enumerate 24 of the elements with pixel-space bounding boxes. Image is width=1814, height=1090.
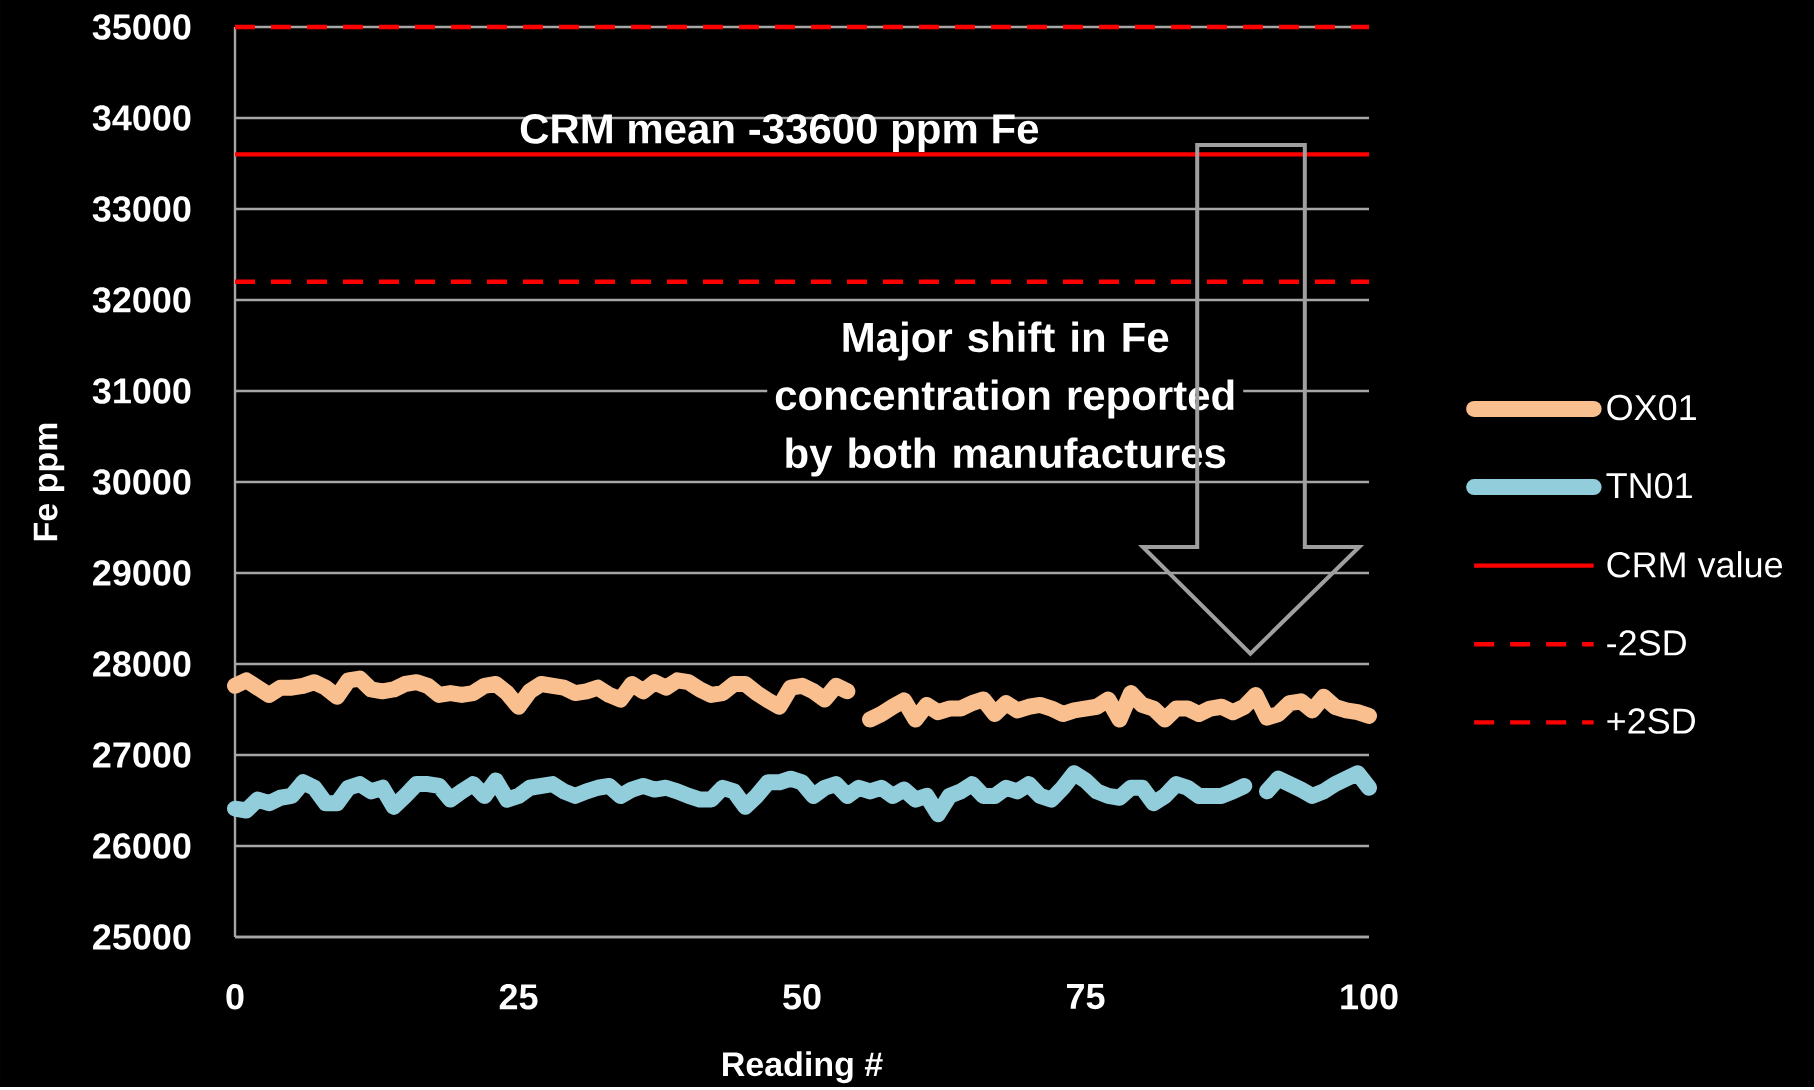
- x-tick-label: 50: [783, 984, 821, 1010]
- x-axis-title: Reading #: [723, 1051, 883, 1084]
- legend-label: +2SD: [1607, 708, 1695, 734]
- legend-label: CRM value: [1607, 551, 1783, 578]
- y-tick-label: 26000: [93, 833, 191, 859]
- legend-label: -2SD: [1607, 630, 1686, 656]
- annotation: CRM mean -33600 ppm Fe: [520, 114, 1039, 153]
- y-axis-title: Fe ppm: [33, 423, 65, 541]
- legend-label: TN01: [1606, 473, 1692, 499]
- y-tick-label: 35000: [92, 14, 191, 40]
- y-tick-label: 30000: [92, 469, 191, 495]
- x-tick-label: 0: [226, 984, 244, 1010]
- y-tick-label: 25000: [93, 924, 191, 950]
- x-tick-label: 75: [1067, 984, 1105, 1010]
- y-tick-label: 29000: [93, 560, 191, 586]
- x-tick-label: 100: [1341, 984, 1398, 1010]
- y-tick-label: 34000: [92, 105, 191, 131]
- y-tick-label: 28000: [93, 651, 191, 677]
- legend-label: OX01: [1607, 394, 1696, 421]
- x-tick-label: 25: [499, 984, 538, 1010]
- y-tick-label: 33000: [92, 196, 191, 222]
- y-tick-label: 31000: [92, 378, 191, 404]
- y-tick-label: 27000: [93, 742, 191, 768]
- y-tick-label: 32000: [92, 287, 191, 313]
